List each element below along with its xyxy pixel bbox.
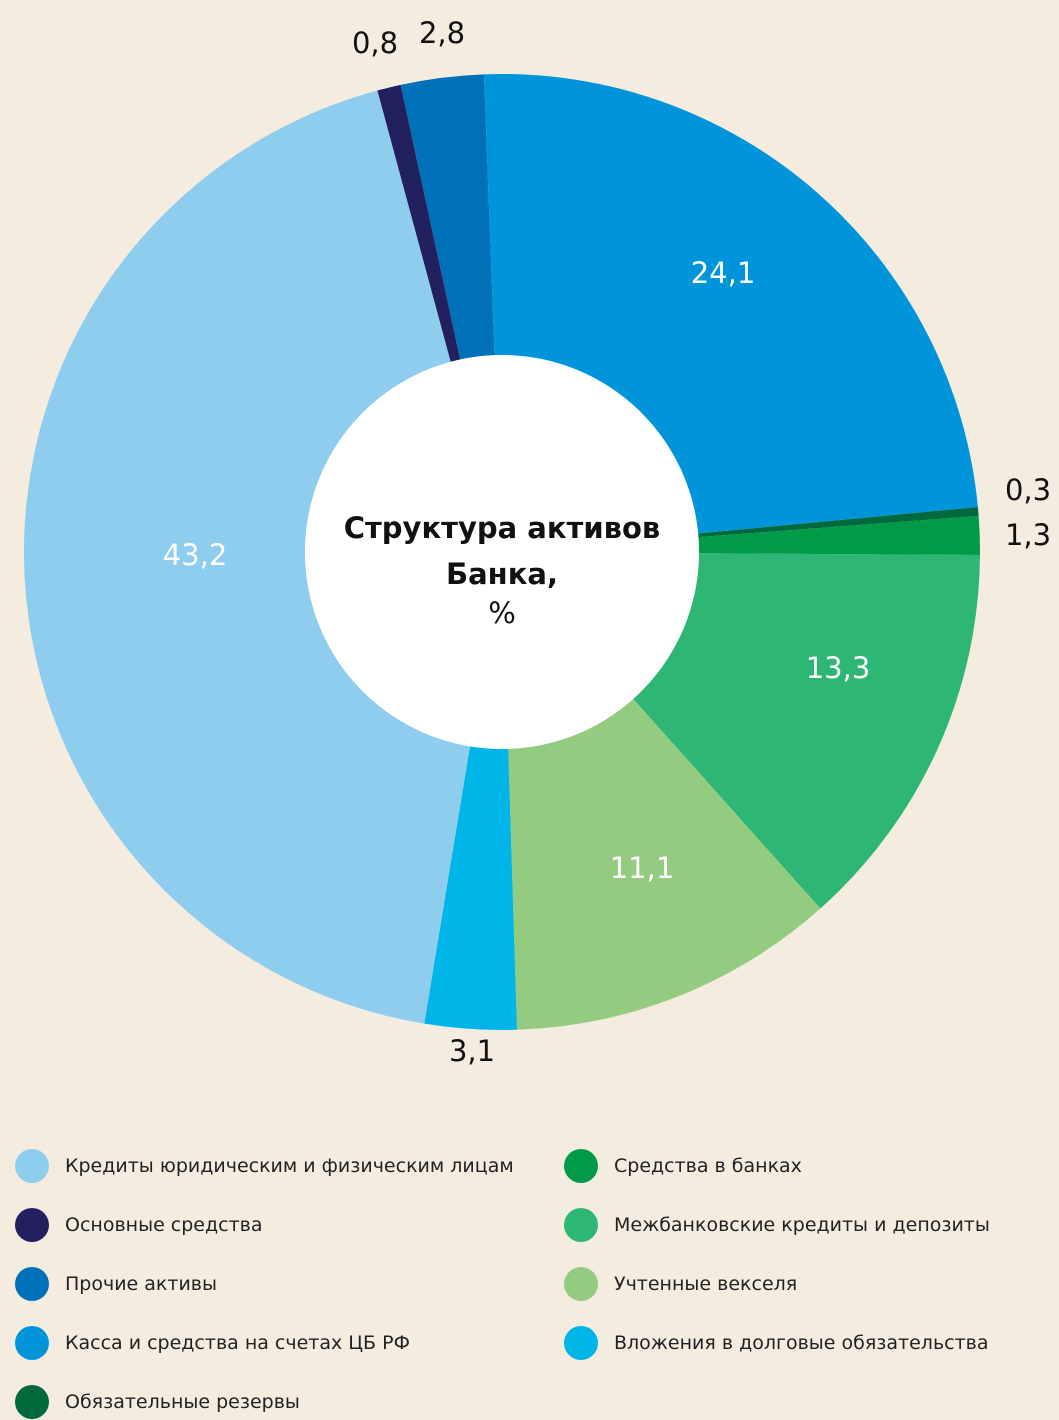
legend-swatch — [15, 1326, 49, 1360]
legend-item: Средства в банках — [564, 1148, 802, 1184]
legend-label: Межбанковские кредиты и депозиты — [614, 1214, 990, 1236]
donut-segment — [400, 74, 495, 360]
legend-label: Касса и средства на счетах ЦБ РФ — [65, 1332, 410, 1354]
legend-item: Прочие активы — [15, 1266, 217, 1302]
value-label: 24,1 — [691, 256, 756, 290]
value-label: 1,3 — [1005, 518, 1051, 552]
donut-segment — [698, 515, 980, 556]
legend-item: Касса и средства на счетах ЦБ РФ — [15, 1325, 410, 1361]
legend-swatch — [15, 1385, 49, 1419]
legend-item: Учтенные векселя — [564, 1266, 797, 1302]
legend-swatch — [15, 1267, 49, 1301]
value-label: 43,2 — [163, 538, 228, 572]
legend-label: Обязательные резервы — [65, 1391, 300, 1413]
legend-swatch — [15, 1208, 49, 1242]
value-label: 0,8 — [352, 26, 398, 60]
legend-item: Основные средства — [15, 1207, 263, 1243]
chart-title: Структура активов Банка, — [343, 511, 661, 591]
donut-segment — [377, 84, 461, 362]
legend-swatch — [564, 1326, 598, 1360]
value-label: 0,3 — [1005, 473, 1051, 507]
donut-hole — [305, 355, 699, 749]
value-label: 13,3 — [806, 651, 871, 685]
legend-label: Вложения в долговые обязательства — [614, 1332, 989, 1354]
value-label: 2,8 — [419, 16, 465, 50]
legend-swatch — [564, 1149, 598, 1183]
donut-segment — [483, 74, 978, 534]
legend-label: Средства в банках — [614, 1155, 802, 1177]
legend-label: Прочие активы — [65, 1273, 218, 1295]
legend-item: Межбанковские кредиты и депозиты — [564, 1207, 990, 1243]
chart-unit: % — [488, 596, 516, 630]
legend-label: Основные средства — [65, 1214, 263, 1236]
legend-swatch — [564, 1208, 598, 1242]
value-label: 3,1 — [449, 1034, 495, 1068]
donut-segment — [508, 698, 821, 1030]
legend-item: Вложения в долговые обязательства — [564, 1325, 989, 1361]
legend-item: Кредиты юридическим и физическим лицам — [15, 1148, 514, 1184]
donut-segment — [424, 746, 518, 1030]
legend-item: Обязательные резервы — [15, 1384, 300, 1420]
value-label: 11,1 — [610, 851, 675, 885]
donut-segment — [24, 90, 470, 1024]
legend-label: Учтенные векселя — [614, 1273, 798, 1295]
legend-swatch — [15, 1149, 49, 1183]
donut-segment — [698, 507, 979, 538]
donut-segment — [633, 553, 980, 909]
legend-swatch — [564, 1267, 598, 1301]
legend-label: Кредиты юридическим и физическим лицам — [65, 1155, 514, 1177]
